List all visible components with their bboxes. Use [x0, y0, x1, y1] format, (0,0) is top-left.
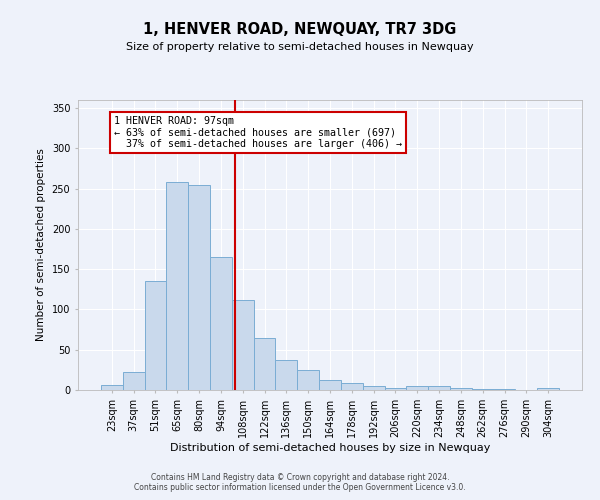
Bar — [450, 388, 472, 390]
Bar — [145, 281, 166, 390]
Bar — [385, 388, 406, 390]
Bar — [188, 184, 210, 390]
Bar — [254, 338, 275, 390]
Bar — [406, 386, 428, 390]
Text: Contains HM Land Registry data © Crown copyright and database right 2024.
Contai: Contains HM Land Registry data © Crown c… — [134, 473, 466, 492]
Bar — [101, 385, 123, 390]
Bar — [472, 389, 494, 390]
Bar — [210, 257, 232, 390]
Bar — [275, 360, 297, 390]
Bar — [537, 388, 559, 390]
Bar — [123, 372, 145, 390]
Text: 1 HENVER ROAD: 97sqm
← 63% of semi-detached houses are smaller (697)
  37% of se: 1 HENVER ROAD: 97sqm ← 63% of semi-detac… — [115, 116, 403, 150]
Bar — [297, 370, 319, 390]
Bar — [494, 389, 515, 390]
Text: 1, HENVER ROAD, NEWQUAY, TR7 3DG: 1, HENVER ROAD, NEWQUAY, TR7 3DG — [143, 22, 457, 38]
Bar — [319, 380, 341, 390]
Bar — [428, 386, 450, 390]
Text: Size of property relative to semi-detached houses in Newquay: Size of property relative to semi-detach… — [126, 42, 474, 52]
Bar — [232, 300, 254, 390]
Bar — [341, 383, 363, 390]
X-axis label: Distribution of semi-detached houses by size in Newquay: Distribution of semi-detached houses by … — [170, 442, 490, 452]
Bar — [363, 386, 385, 390]
Bar — [166, 182, 188, 390]
Y-axis label: Number of semi-detached properties: Number of semi-detached properties — [36, 148, 46, 342]
